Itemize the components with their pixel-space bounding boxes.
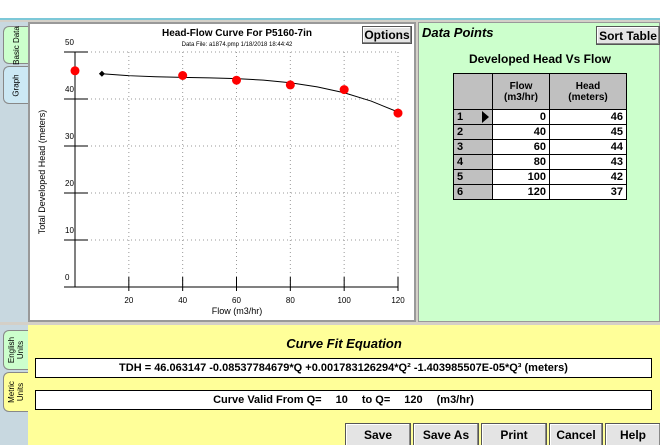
column-header: Head (meters) bbox=[549, 73, 627, 110]
valid-to: 120 bbox=[404, 394, 423, 406]
tab[interactable]: Basic Data bbox=[3, 26, 28, 64]
head-cell: 46 bbox=[549, 109, 627, 125]
data-points-panel: Data Points Sort Table Developed Head Vs… bbox=[418, 22, 660, 322]
table-row: 2 40 45 bbox=[453, 124, 627, 140]
chart-title: Head-Flow Curve For P5160-7in bbox=[162, 28, 312, 39]
fit-curve bbox=[101, 73, 399, 113]
table-row: 1 0 46 bbox=[453, 109, 627, 125]
data-point bbox=[393, 108, 403, 118]
y-tick-label: 50 bbox=[65, 38, 74, 47]
head-cell: 42 bbox=[549, 169, 627, 185]
flow-cell: 100 bbox=[492, 169, 550, 185]
flow-cell: 80 bbox=[492, 154, 550, 170]
button[interactable]: Help bbox=[605, 423, 660, 445]
x-tick-label: 80 bbox=[286, 296, 295, 305]
tab-label: Graph bbox=[11, 73, 21, 97]
graph-panel: Head-Flow Curve For P5160-7in Data File:… bbox=[28, 22, 416, 322]
row-number-text: 5 bbox=[457, 171, 464, 183]
equation-box: TDH = 46.063147 -0.08537784679*Q +0.0017… bbox=[35, 358, 652, 378]
flow-cell: 0 bbox=[492, 109, 550, 125]
row-number: 1 bbox=[453, 109, 493, 125]
head-cell: 45 bbox=[549, 124, 627, 140]
row-number-text: 6 bbox=[457, 186, 464, 198]
data-point bbox=[339, 85, 349, 95]
button[interactable]: Cancel bbox=[549, 423, 603, 445]
table-row: 5 100 42 bbox=[453, 169, 627, 185]
tab[interactable]: Graph bbox=[3, 66, 28, 104]
row-number: 4 bbox=[453, 154, 493, 170]
y-tick-label: 10 bbox=[65, 226, 74, 235]
head-cell: 44 bbox=[549, 139, 627, 155]
tab[interactable]: Metric Units bbox=[3, 372, 28, 412]
top-strip bbox=[0, 0, 660, 20]
button[interactable]: Save As bbox=[413, 423, 479, 445]
options-button[interactable]: Options bbox=[362, 26, 412, 44]
valid-to-label: to Q= bbox=[361, 394, 391, 406]
row-number-text: 1 bbox=[457, 111, 464, 123]
data-table: Flow (m3/hr) Head (meters) 1 0 46 2 40 45 3 60 4… bbox=[453, 73, 627, 200]
table-row: 3 60 44 bbox=[453, 139, 627, 155]
row-number-text: 2 bbox=[457, 126, 464, 138]
sort-button[interactable]: Sort Table bbox=[596, 26, 660, 45]
x-axis-label: Flow (m3/hr) bbox=[212, 306, 263, 316]
table-row: 6 120 37 bbox=[453, 184, 627, 200]
row-number-text: 4 bbox=[457, 156, 464, 168]
x-tick-label: 120 bbox=[391, 296, 405, 305]
curve-fit-title: Curve Fit Equation bbox=[286, 336, 402, 351]
row-number: 3 bbox=[453, 139, 493, 155]
valid-unit: (m3/hr) bbox=[436, 394, 474, 406]
y-tick-label: 30 bbox=[65, 132, 74, 141]
y-axis-label: Total Developed Head (meters) bbox=[37, 110, 47, 235]
head-cell: 43 bbox=[549, 154, 627, 170]
equation: TDH = 46.063147 -0.08537784679*Q +0.0017… bbox=[119, 362, 568, 374]
data-point bbox=[285, 80, 295, 90]
row-number: 2 bbox=[453, 124, 493, 140]
x-tick-label: 100 bbox=[337, 296, 351, 305]
tab-label: Metric Units bbox=[7, 381, 25, 403]
row-pointer bbox=[482, 111, 489, 123]
flow-cell: 40 bbox=[492, 124, 550, 140]
data-point bbox=[70, 66, 80, 76]
tab-label: Basic Data bbox=[11, 25, 21, 65]
valid-label: Curve Valid From Q= bbox=[213, 394, 322, 406]
button[interactable]: Print bbox=[481, 423, 547, 445]
data-point bbox=[178, 71, 188, 80]
chart-subtitle: Data File: a1874.pmp 1/18/2018 18:44:42 bbox=[182, 42, 293, 48]
valid-from: 10 bbox=[335, 394, 348, 406]
y-tick-label: 40 bbox=[65, 85, 74, 94]
head-cell: 37 bbox=[549, 184, 627, 200]
tab-label: English Units bbox=[7, 336, 25, 364]
fit-start-marker bbox=[98, 70, 105, 77]
header-text: Head (meters) bbox=[568, 80, 608, 103]
valid-range-box: Curve Valid From Q= 10 to Q= 120 (m3/hr) bbox=[35, 390, 652, 410]
x-tick-label: 20 bbox=[124, 296, 133, 305]
y-tick-label: 20 bbox=[65, 179, 74, 188]
tab[interactable]: English Units bbox=[3, 330, 28, 370]
chart: Head-Flow Curve For P5160-7in Data File:… bbox=[37, 28, 405, 316]
column-header: Flow (m3/hr) bbox=[492, 73, 550, 110]
x-tick-label: 60 bbox=[232, 296, 241, 305]
table-title: Developed Head Vs Flow bbox=[468, 52, 612, 66]
row-number: 6 bbox=[453, 184, 493, 200]
y-tick-label: 0 bbox=[65, 273, 70, 282]
flow-cell: 120 bbox=[492, 184, 550, 200]
data-point bbox=[232, 75, 241, 85]
panel-title: Data Points bbox=[422, 25, 494, 40]
table-row: 4 80 43 bbox=[453, 154, 627, 170]
row-number-text: 3 bbox=[457, 141, 464, 153]
corner bbox=[453, 73, 493, 110]
flow-cell: 60 bbox=[492, 139, 550, 155]
x-tick-label: 40 bbox=[178, 296, 187, 305]
button[interactable]: Save bbox=[345, 423, 411, 445]
row-number: 5 bbox=[453, 169, 493, 185]
header-text: Flow (m3/hr) bbox=[504, 80, 538, 103]
